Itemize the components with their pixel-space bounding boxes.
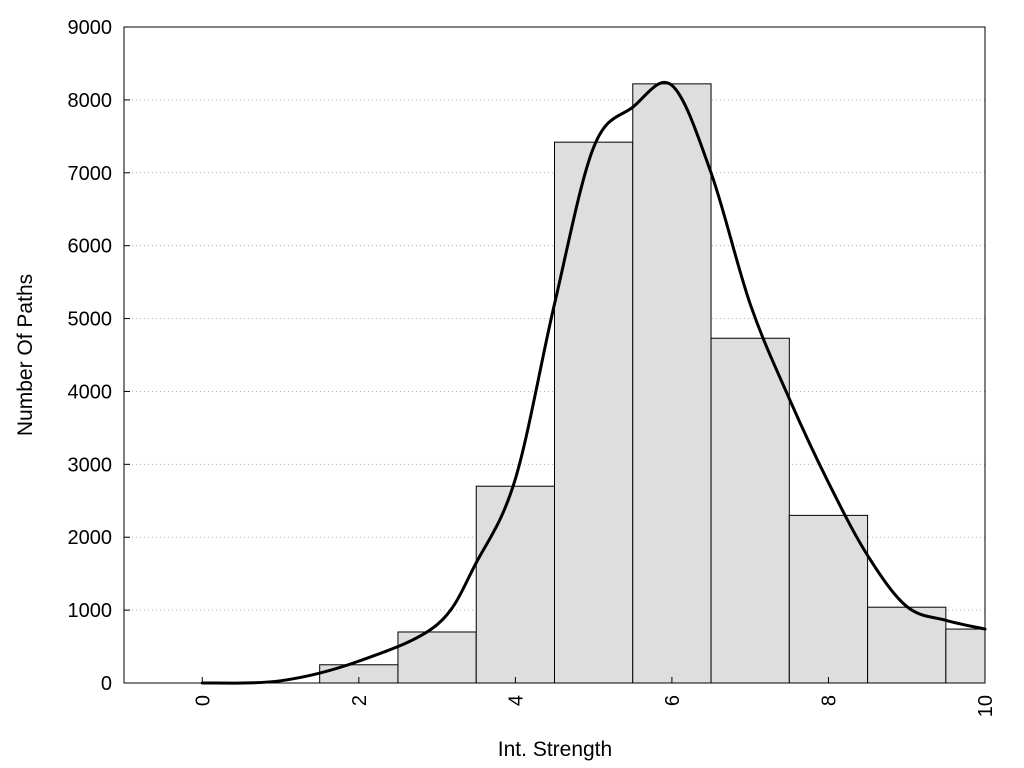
density-curve [200,81,987,685]
histogram-bar [632,83,712,684]
histogram-bars [319,83,986,684]
histogram-bar [867,606,947,684]
y-tick-label: 6000 [68,236,113,258]
y-tick-label: 5000 [68,309,113,331]
y-tick-label: 2000 [68,527,113,549]
y-axis-label: Number Of Paths [14,274,37,436]
y-tick-label: 8000 [68,90,113,112]
y-tick-label: 9000 [68,17,113,39]
plot-frame [123,26,986,684]
histogram-bar [788,514,869,684]
histogram-bar [475,485,555,684]
y-tick-label: 4000 [68,381,113,403]
y-tick-label: 1000 [68,600,113,622]
y-tick-label: 7000 [68,163,113,185]
y-tick-label: 0 [101,673,112,695]
x-tick-label: 6 [662,695,684,706]
x-tick-label: 0 [192,695,214,706]
x-tick-label: 10 [975,695,997,717]
x-axis-ticks: 0 2 4 6 8 10 [192,677,997,717]
histogram-bar [710,337,790,684]
histogram-bar [397,631,477,684]
x-tick-label: 8 [818,695,840,706]
y-tick-label: 3000 [68,454,113,476]
x-axis-label: Int. Strength [498,738,612,761]
y-axis-ticks: 0 1000 2000 3000 4000 5000 6000 7000 8000 9000 [68,17,130,695]
histogram-bar [554,141,634,684]
x-tick-label: 2 [349,695,371,706]
x-tick-label: 4 [505,695,527,706]
histogram-bar [945,628,986,684]
density-curve-layer [200,81,987,685]
